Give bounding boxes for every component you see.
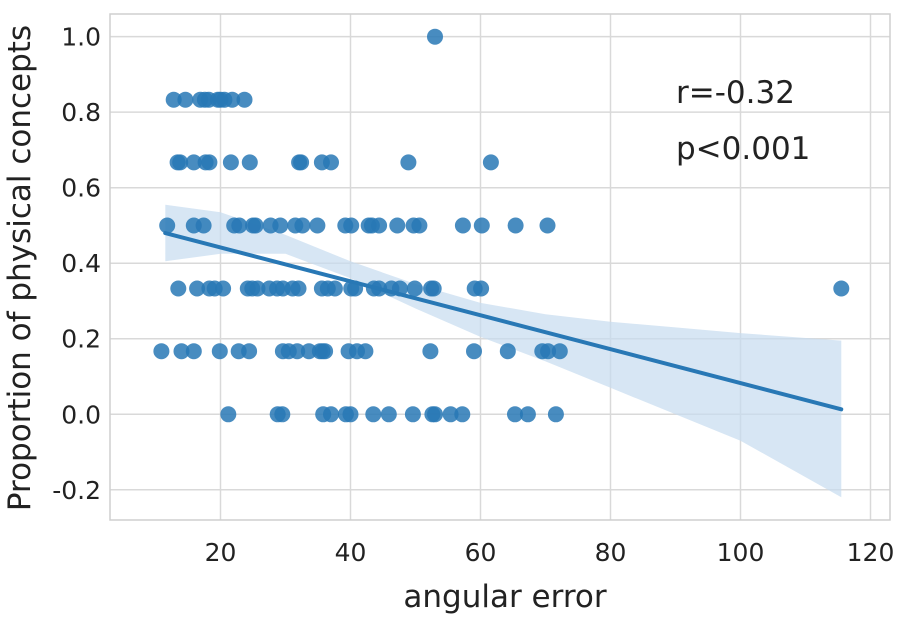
x-tick-label: 100 xyxy=(717,538,765,567)
data-point xyxy=(241,343,258,360)
y-tick-label: 0.4 xyxy=(61,249,101,278)
x-tick-labels: 20 40 60 80 100 120 xyxy=(205,538,895,567)
data-point xyxy=(422,343,439,360)
data-point xyxy=(454,217,471,234)
y-tick-label: 0.0 xyxy=(61,400,101,429)
data-point xyxy=(195,217,212,234)
data-point xyxy=(323,406,339,423)
regression-line-layer xyxy=(163,231,844,412)
data-point xyxy=(189,280,206,297)
x-tick-label: 80 xyxy=(595,538,627,567)
data-point xyxy=(317,343,334,360)
data-point xyxy=(482,154,499,171)
y-tick-labels: -0.2 0.0 0.2 0.4 0.6 0.8 1.0 xyxy=(52,23,101,505)
y-tick-label: -0.2 xyxy=(52,476,101,505)
data-point xyxy=(833,280,850,297)
x-tick-label: 120 xyxy=(847,538,895,567)
y-tick-label: 0.2 xyxy=(61,325,101,354)
x-tick-label: 60 xyxy=(465,538,497,567)
data-point xyxy=(159,217,176,234)
data-point xyxy=(290,280,307,297)
data-point xyxy=(220,406,237,423)
data-point xyxy=(309,217,326,234)
data-point xyxy=(294,217,311,234)
data-point xyxy=(371,217,388,234)
data-point xyxy=(547,406,564,423)
data-point xyxy=(454,406,471,423)
data-point xyxy=(300,343,317,360)
data-point xyxy=(222,154,239,171)
confidence-band-layer xyxy=(165,204,842,498)
data-point xyxy=(241,154,258,171)
x-axis-title: angular error xyxy=(403,579,606,615)
data-point xyxy=(249,280,266,297)
data-point xyxy=(231,217,248,234)
data-point xyxy=(323,154,339,171)
data-point xyxy=(473,280,490,297)
y-tick-label: 0.6 xyxy=(61,174,101,203)
y-tick-label: 0.8 xyxy=(61,98,101,127)
confidence-band xyxy=(165,204,842,498)
data-point xyxy=(539,217,556,234)
data-point xyxy=(507,406,523,423)
data-point xyxy=(466,343,482,360)
data-point xyxy=(153,343,170,360)
data-point xyxy=(499,343,516,360)
data-point xyxy=(473,217,490,234)
data-point xyxy=(326,280,343,297)
x-tick-label: 20 xyxy=(205,538,237,567)
data-point xyxy=(427,28,443,45)
data-point xyxy=(540,343,557,360)
data-point xyxy=(425,280,442,297)
y-tick-label: 1.0 xyxy=(61,23,101,52)
data-point xyxy=(389,217,406,234)
data-point xyxy=(406,280,423,297)
p-value-annotation: p<0.001 xyxy=(676,131,810,167)
data-point xyxy=(173,343,190,360)
data-point xyxy=(211,343,228,360)
data-point xyxy=(172,154,189,171)
data-point xyxy=(519,406,536,423)
data-point xyxy=(357,343,374,360)
data-point xyxy=(293,154,310,171)
data-point xyxy=(289,343,306,360)
data-point xyxy=(411,217,428,234)
x-tick-label: 40 xyxy=(335,538,367,567)
data-point xyxy=(380,406,397,423)
data-point xyxy=(342,406,359,423)
data-point xyxy=(165,91,182,108)
correlation-annotation: r=-0.32 xyxy=(676,75,795,111)
plot-frame xyxy=(109,13,891,521)
data-point xyxy=(185,343,202,360)
data-point xyxy=(185,154,202,171)
y-axis-title: Proportion of physical concepts xyxy=(2,25,38,511)
data-point xyxy=(551,343,568,360)
data-point xyxy=(274,406,291,423)
data-point xyxy=(400,154,417,171)
data-point xyxy=(177,91,194,108)
data-point xyxy=(201,154,218,171)
data-point xyxy=(427,406,443,423)
data-point xyxy=(404,406,421,423)
regression-line xyxy=(163,231,844,412)
data-point xyxy=(247,217,264,234)
data-point xyxy=(170,280,187,297)
points-layer xyxy=(153,28,850,423)
data-point xyxy=(343,217,360,234)
data-point xyxy=(442,406,459,423)
data-point xyxy=(507,217,524,234)
data-point xyxy=(272,217,289,234)
data-point xyxy=(365,406,382,423)
data-point xyxy=(224,91,241,108)
data-point xyxy=(236,91,253,108)
data-point xyxy=(215,280,232,297)
